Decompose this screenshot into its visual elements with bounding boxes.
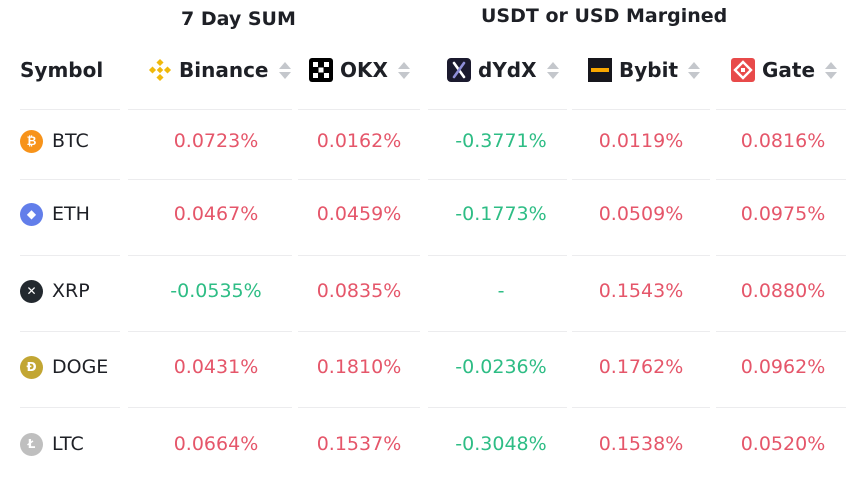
column-header-gate-label: Gate <box>762 58 816 82</box>
row-divider <box>572 109 710 110</box>
funding-rate-gate-btc: 0.0816% <box>740 130 826 152</box>
funding-rate-dydx-ltc: -0.3048% <box>455 433 547 455</box>
row-divider <box>428 331 567 332</box>
symbol-cell-ltc: Ł LTC <box>20 424 84 464</box>
sort-arrows-icon[interactable] <box>546 61 559 79</box>
funding-rate-dydx-xrp: - <box>497 280 505 302</box>
funding-rate-gate-doge: 0.0962% <box>740 356 826 378</box>
sort-arrows-icon[interactable] <box>688 61 701 79</box>
sort-arrows-icon[interactable] <box>278 61 291 79</box>
funding-rate-gate-eth: 0.0975% <box>740 203 826 225</box>
symbol-label: ETH <box>52 203 90 225</box>
symbol-label: BTC <box>52 130 89 152</box>
row-divider <box>298 255 420 256</box>
row-divider <box>716 331 846 332</box>
row-divider <box>20 179 120 180</box>
row-divider <box>716 179 846 180</box>
row-divider <box>128 407 292 408</box>
funding-rate-okx-doge: 0.1810% <box>316 356 402 378</box>
funding-rate-gate-ltc: 0.0520% <box>740 433 826 455</box>
funding-rate-binance-btc: 0.0723% <box>173 130 259 152</box>
bybit-logo-icon <box>588 58 612 82</box>
row-divider <box>298 109 420 110</box>
row-divider <box>428 109 567 110</box>
row-divider <box>128 179 292 180</box>
row-divider <box>572 255 710 256</box>
funding-rate-bybit-btc: 0.0119% <box>598 130 684 152</box>
funding-rate-binance-eth: 0.0467% <box>173 203 259 225</box>
funding-rate-dydx-doge: -0.0236% <box>455 356 547 378</box>
row-divider <box>20 109 120 110</box>
row-divider <box>128 109 292 110</box>
row-divider <box>428 407 567 408</box>
funding-rate-dydx-btc: -0.3771% <box>455 130 547 152</box>
gate-logo-icon <box>731 58 755 82</box>
xrp-coin-icon: ✕ <box>20 279 43 303</box>
row-divider <box>428 255 567 256</box>
row-divider <box>20 407 120 408</box>
row-divider <box>572 179 710 180</box>
funding-rate-gate-xrp: 0.0880% <box>740 280 826 302</box>
row-divider <box>572 407 710 408</box>
funding-rate-binance-doge: 0.0431% <box>173 356 259 378</box>
column-header-symbol: Symbol <box>20 50 103 90</box>
row-divider <box>298 179 420 180</box>
funding-rate-bybit-doge: 0.1762% <box>598 356 684 378</box>
symbol-cell-xrp: ✕ XRP <box>20 271 90 311</box>
row-divider <box>716 255 846 256</box>
column-header-bybit[interactable]: Bybit <box>588 50 701 90</box>
row-divider <box>128 255 292 256</box>
row-divider <box>20 255 120 256</box>
ltc-coin-icon: Ł <box>20 432 43 456</box>
column-header-gate[interactable]: Gate <box>731 50 838 90</box>
funding-rate-bybit-ltc: 0.1538% <box>598 433 684 455</box>
funding-rate-okx-eth: 0.0459% <box>316 203 402 225</box>
group-header-7-day-sum: 7 Day SUM <box>181 8 296 30</box>
sort-arrows-icon[interactable] <box>825 61 838 79</box>
btc-coin-icon: ₿ <box>20 129 43 153</box>
symbol-label: LTC <box>52 433 84 455</box>
funding-rate-okx-xrp: 0.0835% <box>316 280 402 302</box>
column-header-dydx[interactable]: dYdX <box>447 50 559 90</box>
row-divider <box>20 331 120 332</box>
row-divider <box>298 407 420 408</box>
okx-logo-icon <box>309 58 333 82</box>
group-header-margined: USDT or USD Margined <box>481 5 728 27</box>
column-header-binance[interactable]: Binance <box>148 50 291 90</box>
row-divider <box>716 109 846 110</box>
column-header-symbol-label: Symbol <box>20 58 104 82</box>
column-header-bybit-label: Bybit <box>619 58 679 82</box>
dydx-logo-icon <box>447 58 471 82</box>
sort-arrows-icon[interactable] <box>397 61 410 79</box>
funding-rate-okx-ltc: 0.1537% <box>316 433 402 455</box>
funding-rate-bybit-eth: 0.0509% <box>598 203 684 225</box>
funding-rate-binance-ltc: 0.0664% <box>173 433 259 455</box>
eth-coin-icon: ◆ <box>20 202 43 226</box>
row-divider <box>716 407 846 408</box>
column-header-okx-label: OKX <box>340 58 388 82</box>
column-header-dydx-label: dYdX <box>478 58 537 82</box>
column-header-okx[interactable]: OKX <box>309 50 410 90</box>
binance-logo-icon <box>148 58 172 82</box>
symbol-label: XRP <box>52 280 90 302</box>
column-header-binance-label: Binance <box>179 58 269 82</box>
funding-rate-okx-btc: 0.0162% <box>316 130 402 152</box>
symbol-label: DOGE <box>52 356 109 378</box>
row-divider <box>572 331 710 332</box>
row-divider <box>128 331 292 332</box>
doge-coin-icon: Ð <box>20 355 43 379</box>
symbol-cell-eth: ◆ ETH <box>20 194 90 234</box>
row-divider <box>428 179 567 180</box>
symbol-cell-doge: Ð DOGE <box>20 347 108 387</box>
symbol-cell-btc: ₿ BTC <box>20 121 89 161</box>
funding-rate-dydx-eth: -0.1773% <box>455 203 547 225</box>
funding-rate-bybit-xrp: 0.1543% <box>598 280 684 302</box>
funding-rate-binance-xrp: -0.0535% <box>170 280 262 302</box>
row-divider <box>298 331 420 332</box>
